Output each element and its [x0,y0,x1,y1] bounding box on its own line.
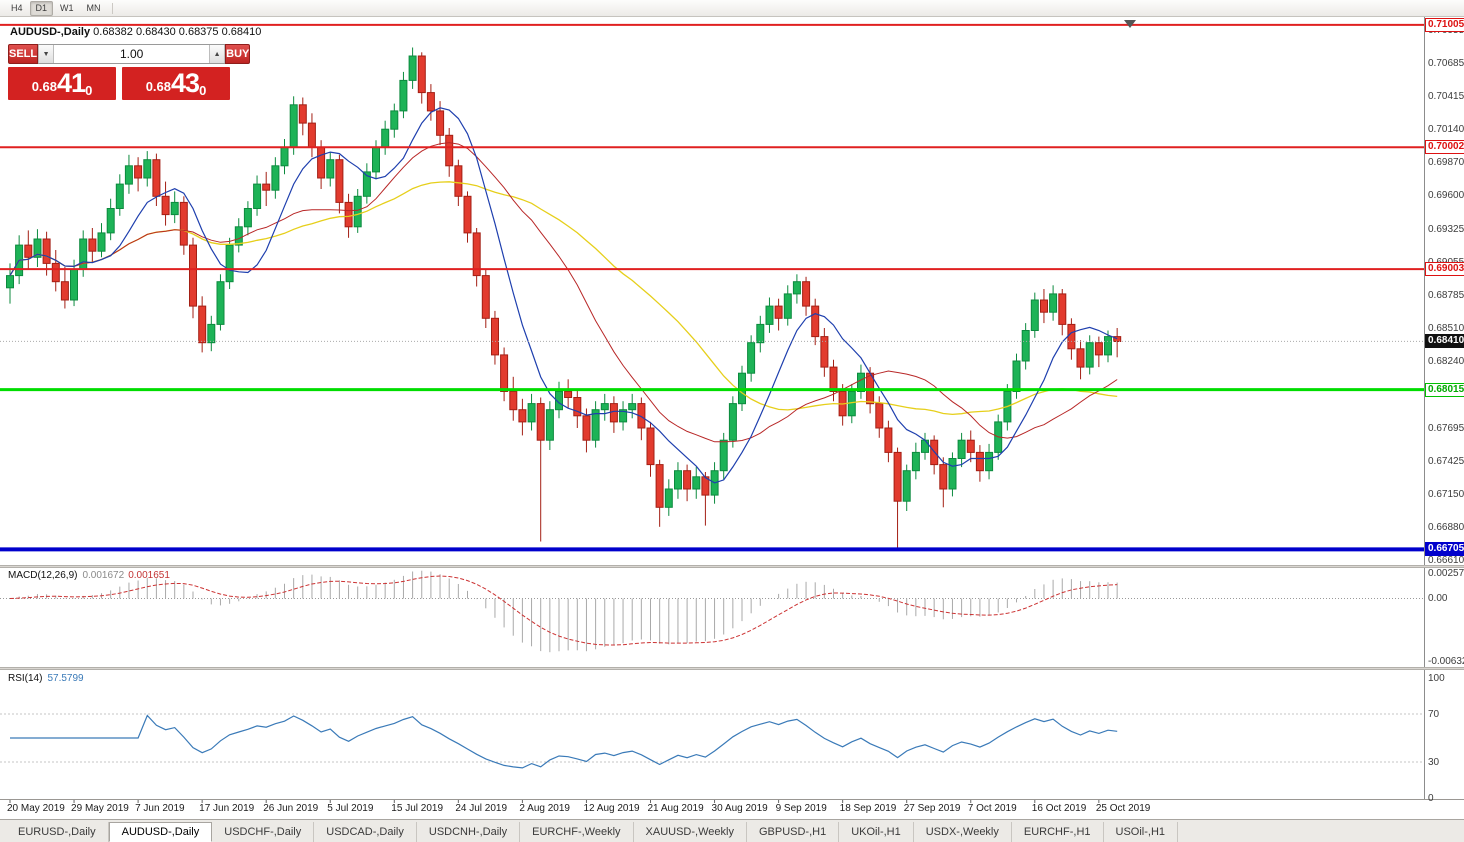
one-click-trading-panel: SELL ▼ ▲ BUY 0.68410 0.68430 [8,44,251,100]
chart-tab-eurusd-daily[interactable]: EURUSD-,Daily [6,822,109,842]
volume-stepper: ▼ ▲ [38,44,226,64]
price-scale-label: 0.69600 [1428,190,1464,202]
macd-pane-divider[interactable] [0,565,1464,568]
date-axis-label: 24 Jul 2019 [455,803,508,814]
macd-signal-value: 0.001651 [128,570,170,581]
chart-tab-usdcnh-daily[interactable]: USDCNH-,Daily [417,822,521,842]
ohlc-values: 0.68382 0.68430 0.68375 0.68410 [93,26,262,38]
resistance-badge-069003: 0.69003 [1425,262,1464,277]
macd-main-value: 0.001672 [82,570,125,581]
sell-price-display: 0.68 41 0 [8,67,116,100]
buy-price-big: 43 [171,68,200,98]
buy-price-display: 0.68 43 0 [122,67,230,100]
date-axis-label: 17 Jun 2019 [199,803,255,814]
date-axis-label: 25 Oct 2019 [1095,803,1151,814]
date-axis-label: 27 Sep 2019 [903,803,961,814]
current-price-badge: 0.68410 [1425,334,1464,349]
rsi-indicator-label: RSI(14) 57.5799 [8,673,84,684]
price-scale-label: 0.70140 [1428,124,1464,136]
buy-price-sup: 0 [199,83,207,98]
time-axis-separator [0,799,1464,800]
timeframe-h4-button[interactable]: H4 [11,2,23,13]
date-axis-label: 7 Jun 2019 [135,803,185,814]
rsi-pane-divider[interactable] [0,667,1464,670]
date-axis-label: 30 Aug 2019 [711,803,768,814]
rsi-scale-label: 70 [1428,709,1440,720]
price-scale-label: 0.67425 [1428,455,1464,467]
date-axis-label: 26 Jun 2019 [263,803,319,814]
volume-up-button[interactable]: ▲ [209,45,226,63]
chart-tab-ukoil-h1[interactable]: UKOil-,H1 [839,822,914,842]
chart-tab-usdx-weekly[interactable]: USDX-,Weekly [914,822,1012,842]
date-axis-label: 15 Jul 2019 [391,803,444,814]
timeframe-d1-button[interactable]: D1 [29,0,54,16]
price-scale-label: 0.69325 [1428,223,1464,235]
price-scale-label: 0.66610 [1428,555,1464,566]
macd-scale-label: 0.002574 [1428,568,1464,579]
symbol-label: AUDUSD-,Daily [10,26,91,38]
date-axis-label: 16 Oct 2019 [1031,803,1087,814]
chart-tab-eurchf-weekly[interactable]: EURCHF-,Weekly [520,822,634,842]
chart-tab-usdchf-daily[interactable]: USDCHF-,Daily [212,822,315,842]
buy-button[interactable]: BUY [225,44,251,64]
date-axis-label: 12 Aug 2019 [583,803,640,814]
volume-input[interactable] [54,45,210,63]
date-axis-label: 2 Aug 2019 [519,803,570,814]
macd-scale-label: 0.00 [1428,593,1448,605]
chart-tab-usdcad-daily[interactable]: USDCAD-,Daily [314,822,417,842]
date-axis-label: 9 Sep 2019 [775,803,827,814]
price-scale-label: 0.68240 [1428,356,1464,368]
chart-tab-gbpusd-h1[interactable]: GBPUSD-,H1 [747,822,840,842]
macd-scale-label: -0.006326 [1428,656,1464,667]
volume-down-button[interactable]: ▼ [38,45,55,63]
price-scale-label: 0.67695 [1428,422,1464,434]
price-scale-label: 0.70685 [1428,57,1464,69]
rsi-value: 57.5799 [47,673,84,684]
date-axis-label: 21 Aug 2019 [647,803,704,814]
chart-canvas[interactable] [0,17,1464,842]
sell-button[interactable]: SELL [8,44,39,64]
timeframe-mn-button[interactable]: MN [86,2,101,13]
buy-price-prefix: 0.68 [145,79,172,94]
support-badge-068015: 0.68015 [1425,382,1464,397]
resistance-badge-070002: 0.70002 [1425,140,1464,155]
rsi-name: RSI(14) [8,673,43,684]
macd-indicator-label: MACD(12,26,9) 0.001672 0.001651 [8,570,170,581]
macd-name: MACD(12,26,9) [8,570,78,581]
sell-price-big: 41 [57,68,86,98]
date-axis-label: 5 Jul 2019 [327,803,374,814]
chart-title: AUDUSD-,Daily 0.68382 0.68430 0.68375 0.… [10,26,261,38]
chart-tab-audusd-daily[interactable]: AUDUSD-,Daily [108,822,213,842]
chart-tabbar: EURUSD-,Daily AUDUSD-,Daily USDCHF-,Daily U… [0,819,1464,842]
chart-tab-xauusd-weekly[interactable]: XAUUSD-,Weekly [634,822,747,842]
price-scale-label: 0.67150 [1428,489,1464,501]
chart-tab-eurchf-h1[interactable]: EURCHF-,H1 [1012,822,1104,842]
price-scale-label: 0.69870 [1428,157,1464,169]
sell-price-sup: 0 [85,83,93,98]
price-scale-label: 0.66880 [1428,522,1464,534]
date-axis-label: 7 Oct 2019 [967,803,1017,814]
support-badge-066705: 0.66705 [1425,542,1464,557]
price-scale-label: 0.68785 [1428,289,1464,301]
chart-tab-usoil-h1[interactable]: USOil-,H1 [1104,822,1179,842]
rsi-scale-label: 0 [1428,793,1434,804]
price-scale-label: 0.70415 [1428,90,1464,102]
date-axis-label: 18 Sep 2019 [839,803,897,814]
toolbar-separator [111,2,113,14]
date-axis-label: 20 May 2019 [7,803,65,814]
timeframe-w1-button[interactable]: W1 [60,2,74,13]
sell-price-prefix: 0.68 [31,79,58,94]
date-axis-label: 29 May 2019 [71,803,129,814]
rsi-scale-label: 30 [1428,757,1440,768]
rsi-scale-label: 100 [1428,673,1445,684]
timeframe-toolbar: H4 D1 W1 MN [0,0,1464,17]
price-scale-label: 0.68510 [1428,323,1464,335]
resistance-badge-071005: 0.71005 [1425,17,1464,32]
